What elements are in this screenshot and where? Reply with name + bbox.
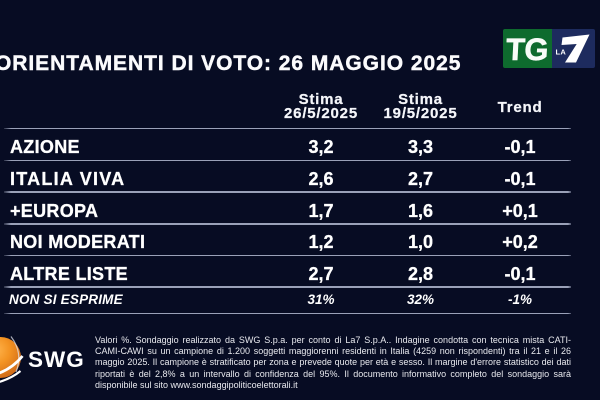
svg-text:LA: LA (555, 47, 566, 56)
